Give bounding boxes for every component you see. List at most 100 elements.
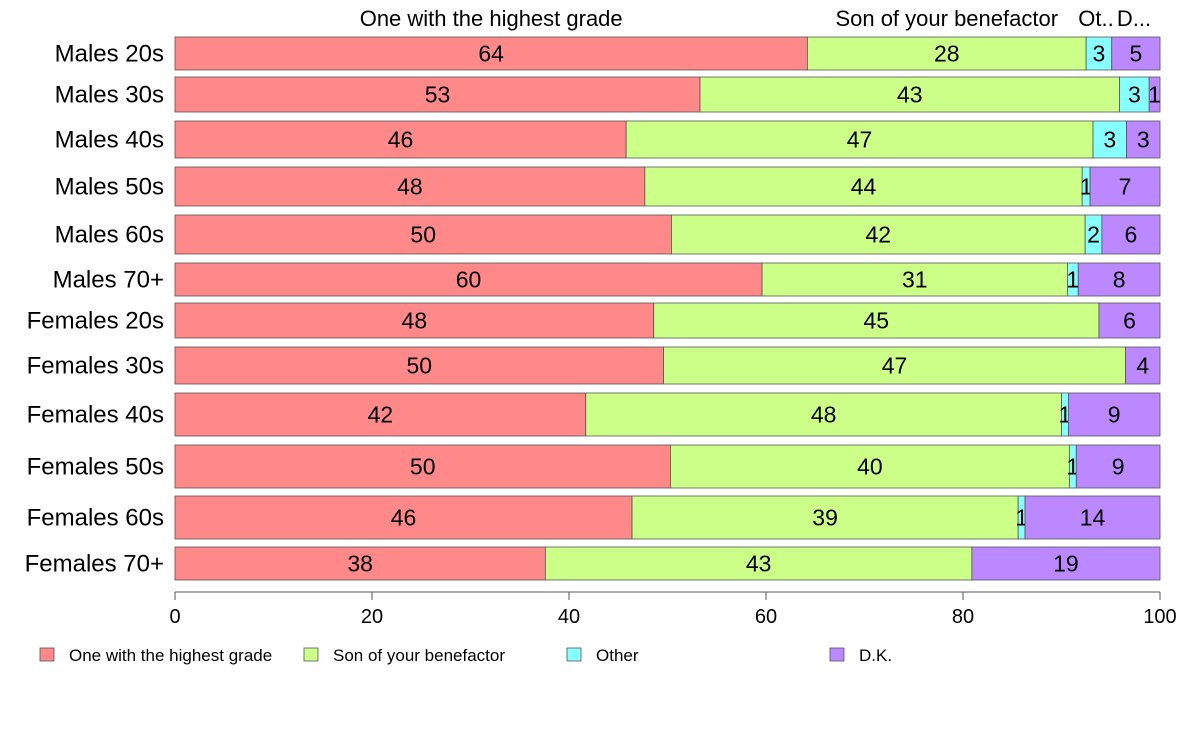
category-label-females-50s: Females 50s bbox=[27, 454, 164, 481]
value-label-females-60s-d-k: 14 bbox=[1080, 505, 1106, 531]
value-label-females-30s-son-of-your-benefactor: 47 bbox=[882, 353, 908, 379]
value-label-females-20s-son-of-your-benefactor: 45 bbox=[864, 308, 890, 334]
bar-females-30s-son-of-your-benefactor bbox=[663, 346, 1126, 385]
value-label-males-40s-other: 3 bbox=[1103, 127, 1116, 153]
value-label-females-30s-d-k: 4 bbox=[1136, 353, 1149, 379]
legend-swatch-son-of-your-benefactor bbox=[303, 647, 319, 662]
category-label-males-20s: Males 20s bbox=[55, 41, 164, 68]
bar-females-20s-d-k bbox=[1098, 302, 1161, 339]
value-label-females-40s-son-of-your-benefactor: 48 bbox=[811, 402, 837, 428]
bar-males-70-one-with-the-highest-grade bbox=[174, 262, 763, 297]
value-label-males-50s-other: 1 bbox=[1080, 174, 1093, 200]
legend-label-one-with-the-highest-grade: One with the highest grade bbox=[69, 646, 272, 665]
legend-swatch-other bbox=[566, 647, 582, 662]
x-tick-label-100: 100 bbox=[1143, 606, 1176, 628]
bar-males-30s-d-k bbox=[1148, 76, 1161, 113]
value-label-males-30s-son-of-your-benefactor: 43 bbox=[897, 82, 923, 108]
value-label-females-70-one-with-the-highest-grade: 38 bbox=[347, 551, 373, 577]
legend-label-son-of-your-benefactor: Son of your benefactor bbox=[333, 646, 505, 665]
value-label-females-60s-son-of-your-benefactor: 39 bbox=[812, 505, 838, 531]
value-label-males-20s-son-of-your-benefactor: 28 bbox=[934, 41, 960, 67]
value-label-females-70-d-k: 19 bbox=[1053, 551, 1079, 577]
legend-label-other: Other bbox=[596, 646, 639, 665]
bar-males-30s-son-of-your-benefactor bbox=[699, 76, 1121, 113]
value-label-males-70-one-with-the-highest-grade: 60 bbox=[456, 267, 482, 293]
bar-males-50s-one-with-the-highest-grade bbox=[174, 166, 646, 207]
x-axis: 0 20 40 60 80 100 bbox=[169, 591, 1177, 628]
category-label-males-30s: Males 30s bbox=[55, 82, 164, 109]
value-label-females-60s-one-with-the-highest-grade: 46 bbox=[391, 505, 417, 531]
series-top-label-other: Ot.. bbox=[1078, 6, 1113, 31]
category-label-males-40s: Males 40s bbox=[55, 127, 164, 154]
x-tick-label-40: 40 bbox=[558, 606, 580, 628]
series-top-labels: One with the highest grade Son of your be… bbox=[360, 6, 1151, 31]
bar-males-60s-son-of-your-benefactor bbox=[671, 214, 1086, 255]
value-label-males-30s-one-with-the-highest-grade: 53 bbox=[425, 82, 451, 108]
x-tick-label-80: 80 bbox=[952, 606, 974, 628]
bar-males-60s-one-with-the-highest-grade bbox=[174, 214, 672, 255]
value-label-females-40s-one-with-the-highest-grade: 42 bbox=[368, 402, 394, 428]
value-label-females-50s-d-k: 9 bbox=[1112, 454, 1125, 480]
value-label-females-50s-son-of-your-benefactor: 40 bbox=[857, 454, 883, 480]
series-top-label-one-with-the-highest-grade: One with the highest grade bbox=[360, 6, 623, 31]
value-label-males-50s-one-with-the-highest-grade: 48 bbox=[397, 174, 423, 200]
value-label-females-20s-one-with-the-highest-grade: 48 bbox=[402, 308, 428, 334]
value-label-males-50s-son-of-your-benefactor: 44 bbox=[851, 174, 877, 200]
bar-females-40s-one-with-the-highest-grade bbox=[174, 392, 587, 437]
legend-swatch-d-k bbox=[829, 647, 845, 662]
bar-females-40s-son-of-your-benefactor bbox=[585, 392, 1062, 437]
bar-males-20s-one-with-the-highest-grade bbox=[174, 36, 808, 71]
bar-females-60s-d-k bbox=[1024, 495, 1161, 540]
category-label-males-70: Males 70+ bbox=[53, 267, 164, 294]
category-label-females-30s: Females 30s bbox=[27, 353, 164, 380]
value-label-females-30s-one-with-the-highest-grade: 50 bbox=[406, 353, 432, 379]
x-tick-label-0: 0 bbox=[169, 606, 180, 628]
bar-females-20s-one-with-the-highest-grade bbox=[174, 302, 655, 339]
bar-males-20s-d-k bbox=[1111, 36, 1161, 71]
value-label-males-40s-son-of-your-benefactor: 47 bbox=[847, 127, 873, 153]
legend: One with the highest grade Son of your be… bbox=[39, 646, 892, 665]
value-label-males-60s-one-with-the-highest-grade: 50 bbox=[410, 222, 436, 248]
bar-males-40s-son-of-your-benefactor bbox=[625, 120, 1094, 159]
bar-males-70-d-k bbox=[1077, 262, 1161, 297]
bar-females-20s-son-of-your-benefactor bbox=[653, 302, 1100, 339]
value-label-males-70-son-of-your-benefactor: 31 bbox=[902, 267, 928, 293]
bar-females-70-one-with-the-highest-grade bbox=[174, 546, 546, 581]
value-label-females-50s-one-with-the-highest-grade: 50 bbox=[410, 454, 436, 480]
category-label-males-60s: Males 60s bbox=[55, 222, 164, 249]
bar-males-50s-d-k bbox=[1089, 166, 1161, 207]
category-labels: Males 20s Males 30s Males 40s Males 50s Male… bbox=[25, 41, 164, 578]
bar-females-70-d-k bbox=[971, 546, 1161, 581]
category-label-females-20s: Females 20s bbox=[27, 308, 164, 335]
value-label-females-20s-d-k: 6 bbox=[1123, 308, 1136, 334]
bar-males-30s-other bbox=[1119, 76, 1150, 113]
bar-females-50s-d-k bbox=[1075, 444, 1161, 489]
value-label-males-30s-d-k: 1 bbox=[1148, 82, 1161, 108]
value-label-males-40s-d-k: 3 bbox=[1137, 127, 1150, 153]
value-label-males-60s-other: 2 bbox=[1087, 222, 1100, 248]
value-label-males-60s-son-of-your-benefactor: 42 bbox=[865, 222, 891, 248]
category-label-females-70: Females 70+ bbox=[25, 551, 164, 578]
legend-swatch-one-with-the-highest-grade bbox=[39, 647, 55, 662]
value-label-males-20s-d-k: 5 bbox=[1129, 41, 1142, 67]
bar-females-30s-one-with-the-highest-grade bbox=[174, 346, 664, 385]
value-label-males-60s-d-k: 6 bbox=[1125, 222, 1138, 248]
value-label-males-20s-other: 3 bbox=[1093, 41, 1106, 67]
x-tick-label-60: 60 bbox=[755, 606, 777, 628]
bar-females-60s-son-of-your-benefactor bbox=[631, 495, 1019, 540]
bar-males-60s-d-k bbox=[1101, 214, 1161, 255]
category-label-females-40s: Females 40s bbox=[27, 402, 164, 429]
bar-males-70-son-of-your-benefactor bbox=[761, 262, 1068, 297]
value-label-males-50s-d-k: 7 bbox=[1119, 174, 1132, 200]
category-label-females-60s: Females 60s bbox=[27, 505, 164, 532]
bar-females-40s-d-k bbox=[1067, 392, 1161, 437]
value-label-males-40s-one-with-the-highest-grade: 46 bbox=[388, 127, 414, 153]
value-label-females-40s-d-k: 9 bbox=[1108, 402, 1121, 428]
series-top-label-d-k: D... bbox=[1117, 6, 1151, 31]
value-label-males-20s-one-with-the-highest-grade: 64 bbox=[478, 41, 504, 67]
series-top-label-son-of-your-benefactor: Son of your benefactor bbox=[835, 6, 1058, 31]
bar-males-40s-other bbox=[1092, 120, 1127, 159]
bar-females-70-son-of-your-benefactor bbox=[544, 546, 973, 581]
legend-label-d-k: D.K. bbox=[859, 646, 892, 665]
